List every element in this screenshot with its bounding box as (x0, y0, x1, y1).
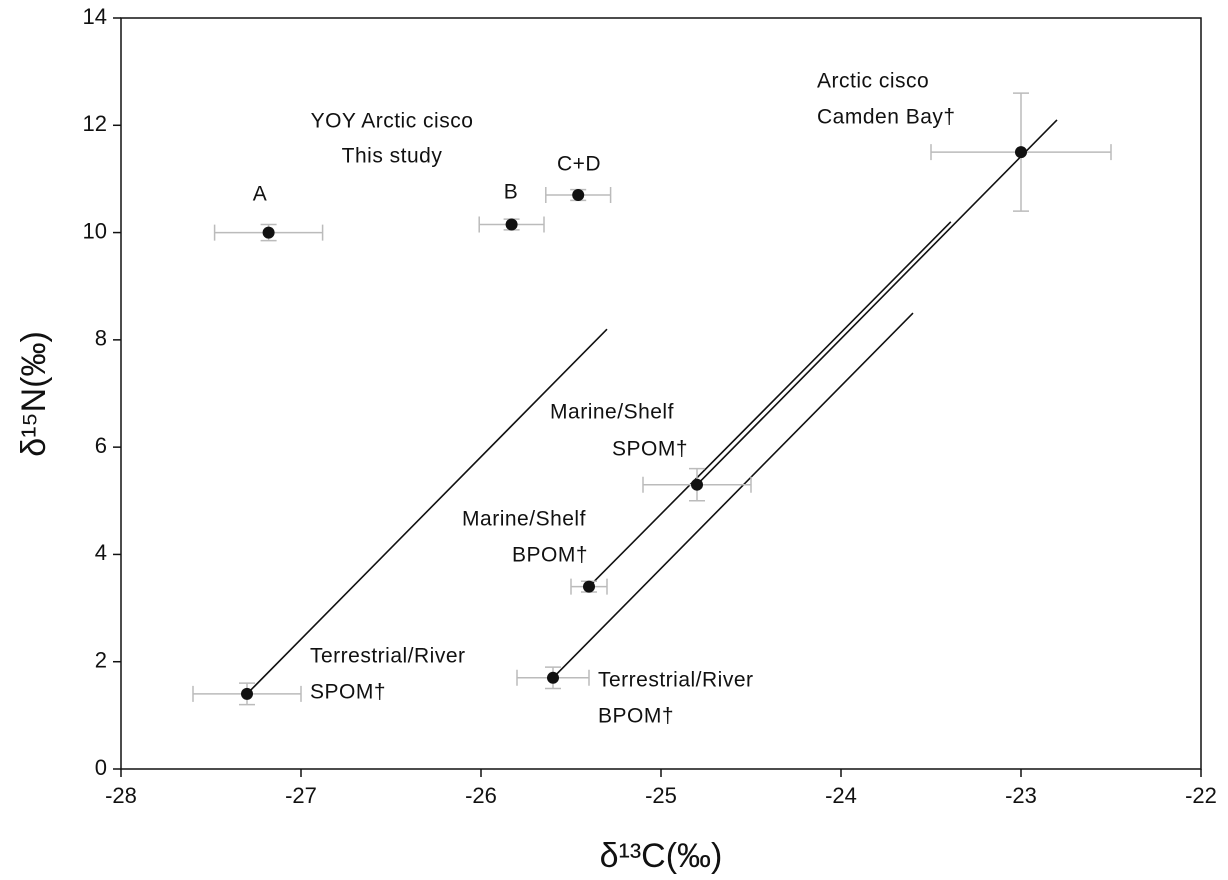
annotation: BPOM† (598, 705, 674, 728)
x-tick-label: -28 (105, 783, 137, 808)
y-axis-label: δ¹⁵N(‰) (15, 331, 53, 457)
point (691, 478, 703, 491)
y-tick-label: 10 (83, 218, 107, 243)
x-tick-label: -22 (1185, 783, 1217, 808)
point (547, 671, 559, 684)
y-tick-label: 2 (95, 648, 107, 673)
annotation: B (504, 181, 519, 204)
annotation: SPOM† (612, 438, 688, 461)
x-tick-label: -27 (285, 783, 317, 808)
trend-line (246, 328, 608, 695)
x-axis-label: δ¹³C(‰) (600, 837, 723, 875)
point (262, 226, 275, 239)
trend-line (588, 221, 952, 588)
point (583, 580, 595, 593)
annotation: This study (342, 145, 443, 168)
x-tick-label: -26 (465, 783, 497, 808)
x-tick-label: -25 (645, 783, 677, 808)
point (572, 189, 585, 202)
trend-line (552, 312, 914, 679)
point (241, 687, 253, 700)
y-tick-label: 4 (95, 540, 107, 565)
y-tick-label: 6 (95, 433, 107, 458)
y-tick-label: 14 (83, 4, 107, 29)
annotation: Marine/Shelf (550, 401, 674, 424)
annotation: Camden Bay† (817, 106, 956, 129)
annotation: Marine/Shelf (462, 508, 586, 531)
annotation: C+D (557, 153, 601, 176)
y-tick-label: 0 (95, 755, 107, 780)
trend-line (696, 119, 1058, 486)
annotation: SPOM† (310, 681, 386, 704)
annotation: Terrestrial/River (598, 669, 754, 692)
x-tick-label: -24 (825, 783, 857, 808)
point (1015, 146, 1027, 159)
x-tick-label: -23 (1005, 783, 1037, 808)
y-tick-label: 12 (83, 111, 107, 136)
annotation: Terrestrial/River (310, 645, 466, 668)
y-tick-label: 8 (95, 326, 107, 351)
annotation: A (253, 183, 268, 206)
point (505, 218, 518, 231)
annotation: BPOM† (512, 544, 588, 567)
annotation: YOY Arctic cisco (311, 110, 474, 133)
annotation: Arctic cisco (817, 70, 929, 93)
